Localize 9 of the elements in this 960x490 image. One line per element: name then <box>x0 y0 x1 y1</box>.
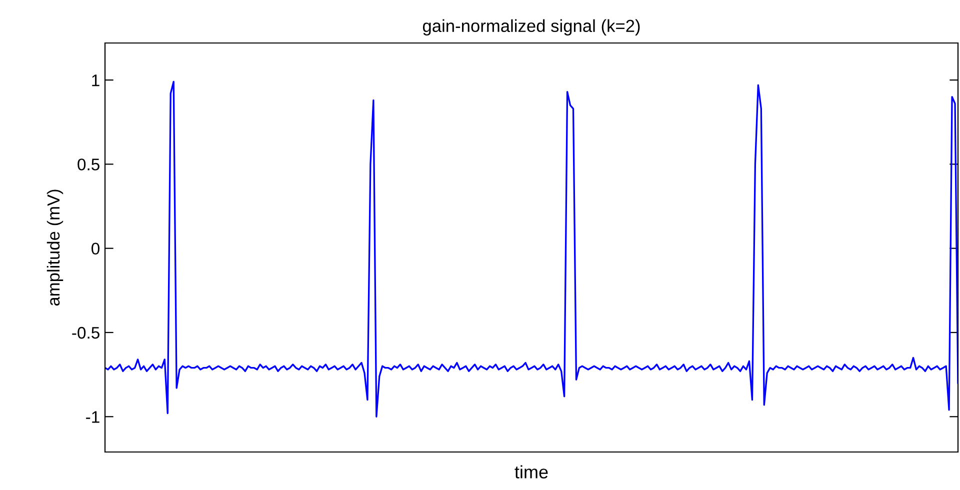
chart-title: gain-normalized signal (k=2) <box>422 19 640 36</box>
y-tick-label: 1 <box>92 74 100 86</box>
line-series <box>105 80 958 418</box>
y-axis-title: amplitude (mV) <box>46 190 64 306</box>
y-tick-label: -1 <box>86 411 100 423</box>
y-tick-label: 0 <box>92 242 100 255</box>
y-tick-label: 0.5 <box>78 158 100 170</box>
y-tick-label: -0.5 <box>72 326 100 339</box>
x-axis-title: time <box>514 465 548 478</box>
